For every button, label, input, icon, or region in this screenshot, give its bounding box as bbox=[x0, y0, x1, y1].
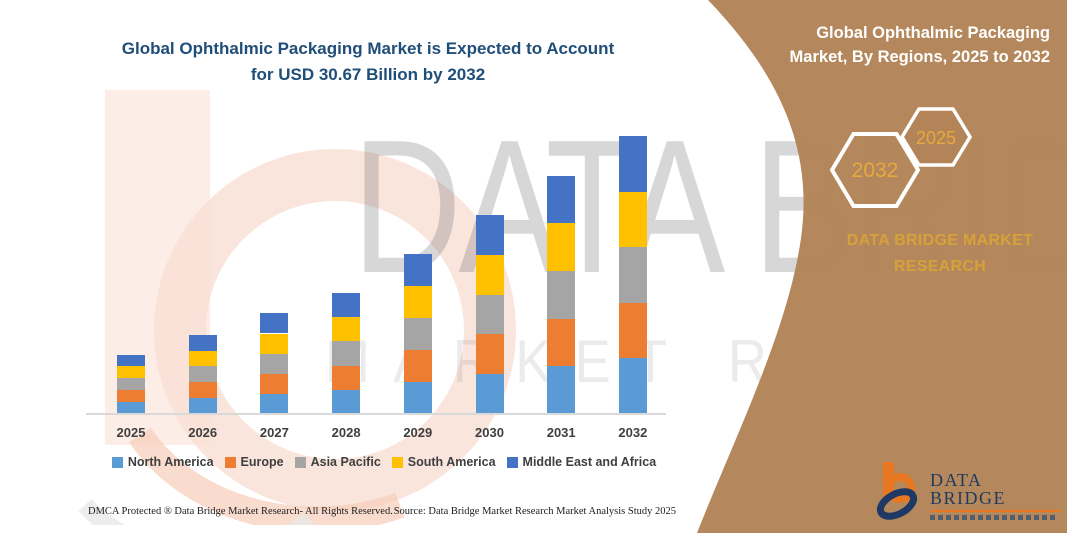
legend-label: South America bbox=[407, 455, 496, 469]
bar-segment-2028 bbox=[332, 341, 361, 366]
logo-tagline-strip bbox=[930, 515, 1055, 520]
bar-segment-2025 bbox=[117, 366, 145, 379]
bar-segment-2030 bbox=[475, 374, 504, 414]
legend-swatch-icon bbox=[391, 456, 403, 468]
chart-title-line2: for USD 30.67 Billion by 2032 bbox=[250, 64, 486, 84]
bar-segment-2026 bbox=[188, 334, 217, 351]
panel-title-line1: Global Ophthalmic Packaging bbox=[816, 24, 1050, 42]
x-axis-label-2030: 2030 bbox=[475, 425, 504, 440]
bar-segment-2030 bbox=[475, 215, 504, 255]
bar-segment-2031 bbox=[547, 175, 576, 224]
panel-title: Global Ophthalmic Packaging Market, By R… bbox=[740, 22, 1050, 70]
bar-segment-2031 bbox=[547, 223, 576, 271]
bar-segment-2032 bbox=[618, 358, 647, 414]
panel-brand-line2: RESEARCH bbox=[893, 257, 987, 275]
logo-rule bbox=[930, 510, 1060, 512]
legend-item: Europe bbox=[224, 455, 284, 469]
company-logo: DATA BRIDGE bbox=[876, 462, 1060, 520]
bar-segment-2031 bbox=[547, 318, 576, 367]
legend-label: Asia Pacific bbox=[310, 455, 381, 469]
legend-swatch-icon bbox=[111, 456, 123, 468]
x-axis-label-2026: 2026 bbox=[188, 425, 218, 440]
legend-swatch-icon bbox=[224, 456, 236, 468]
bar-segment-2032 bbox=[618, 302, 647, 359]
hexagon-2025-label: 2025 bbox=[916, 128, 956, 148]
bar-segment-2029 bbox=[403, 350, 432, 383]
bar-segment-2026 bbox=[188, 382, 217, 399]
hexagon-2032-label: 2032 bbox=[852, 159, 899, 182]
bar-segment-2028 bbox=[332, 365, 361, 390]
chart-legend: North America Europe Asia Pacific South Ame… bbox=[88, 455, 680, 469]
bar-segment-2027 bbox=[260, 353, 289, 374]
bar-segment-2029 bbox=[403, 254, 432, 287]
bar-segment-2032 bbox=[618, 191, 647, 248]
bar-segment-2029 bbox=[403, 318, 432, 351]
bar-segment-2030 bbox=[475, 254, 504, 295]
x-axis-label-2032: 2032 bbox=[618, 425, 648, 440]
bar-segment-2027 bbox=[260, 393, 289, 414]
bar-segment-2032 bbox=[618, 136, 647, 192]
bar-segment-2026 bbox=[188, 366, 217, 383]
data-bridge-logo-icon bbox=[876, 462, 918, 520]
bar-segment-2025 bbox=[117, 402, 145, 414]
bar-segment-2029 bbox=[403, 286, 432, 319]
bar-segment-2032 bbox=[618, 247, 647, 303]
bar-segment-2028 bbox=[332, 389, 361, 414]
x-axis-label-2027: 2027 bbox=[259, 425, 289, 440]
x-axis-line bbox=[86, 413, 666, 415]
legend-swatch-icon bbox=[506, 456, 518, 468]
legend-label: Middle East and Africa bbox=[522, 455, 657, 469]
legend-swatch-icon bbox=[294, 456, 306, 468]
x-axis-label-2029: 2029 bbox=[403, 425, 433, 440]
bar-segment-2026 bbox=[188, 398, 217, 414]
bar-segment-2031 bbox=[547, 366, 576, 414]
bar-segment-2026 bbox=[188, 350, 217, 367]
hexagon-years-graphic: 2032 2025 bbox=[829, 107, 973, 208]
bar-segment-2027 bbox=[260, 333, 289, 354]
legend-item: Middle East and Africa bbox=[506, 455, 657, 469]
x-axis-label-2025: 2025 bbox=[116, 425, 146, 440]
bar-segment-2030 bbox=[475, 294, 504, 335]
footer-copyright: DMCA Protected ® Data Bridge Market Rese… bbox=[88, 506, 393, 517]
footer-source: Source: Data Bridge Market Research Mark… bbox=[393, 506, 676, 517]
bar-segment-2028 bbox=[332, 317, 361, 342]
logo-wordmark: DATA BRIDGE bbox=[930, 470, 1006, 508]
bar-segment-2030 bbox=[475, 334, 504, 375]
legend-item: Asia Pacific bbox=[294, 455, 381, 469]
hexagon-2025-icon bbox=[899, 107, 973, 167]
bar-segment-2025 bbox=[117, 354, 145, 367]
legend-item: South America bbox=[391, 455, 496, 469]
panel-title-line2: Market, By Regions, 2025 to 2032 bbox=[789, 47, 1050, 66]
bar-segment-2027 bbox=[260, 373, 289, 394]
hexagon-2032-icon bbox=[829, 132, 921, 208]
legend-label: North America bbox=[127, 455, 214, 469]
bar-segment-2025 bbox=[117, 390, 145, 403]
bar-segment-2025 bbox=[117, 378, 145, 391]
footer: DMCA Protected ® Data Bridge Market Rese… bbox=[88, 506, 676, 517]
panel-brand-line1: DATA BRIDGE MARKET bbox=[846, 232, 1034, 249]
chart-title-line1: Global Ophthalmic Packaging Market is Ex… bbox=[121, 39, 615, 58]
bar-segment-2031 bbox=[547, 270, 576, 319]
bar-segment-2027 bbox=[260, 313, 289, 334]
x-axis-label-2028: 2028 bbox=[331, 425, 361, 440]
legend-label: Europe bbox=[240, 455, 284, 469]
bar-segment-2029 bbox=[403, 382, 432, 414]
panel-brand-text: DATA BRIDGE MARKET RESEARCH bbox=[828, 228, 1052, 280]
x-axis-label-2031: 2031 bbox=[546, 425, 576, 440]
bar-segment-2028 bbox=[332, 292, 361, 318]
legend-item: North America bbox=[111, 455, 214, 469]
chart-title: Global Ophthalmic Packaging Market is Ex… bbox=[60, 36, 676, 87]
